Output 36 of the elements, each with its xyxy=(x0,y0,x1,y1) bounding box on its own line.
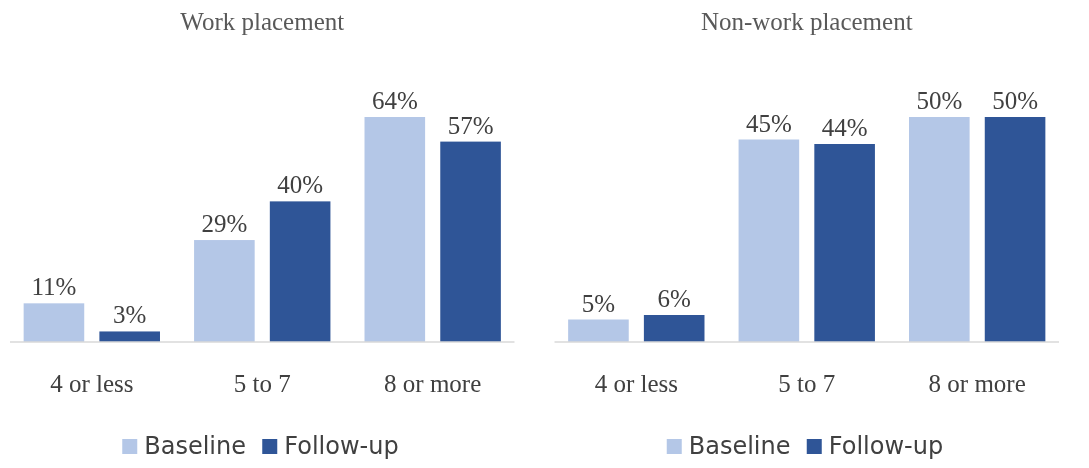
data-label: 6% xyxy=(657,285,691,312)
data-label: 29% xyxy=(201,210,248,238)
bar xyxy=(194,240,255,342)
legend-label: Follow-up xyxy=(828,432,944,460)
legend-label: Baseline xyxy=(688,432,791,460)
data-label: 45% xyxy=(745,109,792,137)
x-tick-label: 5 to 7 xyxy=(233,370,291,397)
bar xyxy=(643,315,705,342)
bar xyxy=(984,117,1046,342)
x-tick-label: 4 or less xyxy=(594,370,678,397)
data-label: 50% xyxy=(992,87,1038,114)
chart-title: Non-work placement xyxy=(700,8,913,35)
bar xyxy=(364,117,426,342)
data-label: 3% xyxy=(113,301,147,329)
bar xyxy=(738,139,800,342)
data-label: 50% xyxy=(916,87,963,114)
data-label: 5% xyxy=(581,289,616,317)
bar xyxy=(99,331,160,342)
bar xyxy=(440,141,501,342)
bar xyxy=(814,144,875,342)
data-label: 57% xyxy=(447,111,494,139)
x-tick-label: 4 or less xyxy=(50,370,134,397)
data-label: 40% xyxy=(277,171,324,199)
legend-label: Follow-up xyxy=(284,432,399,460)
legend-label: Baseline xyxy=(144,432,247,460)
x-tick-label: 8 or more xyxy=(928,370,1026,397)
data-label: 11% xyxy=(31,273,77,301)
bar xyxy=(568,319,629,342)
data-label: 64% xyxy=(371,87,418,114)
chart-title: Work placement xyxy=(180,8,345,35)
x-tick-label: 5 to 7 xyxy=(778,370,836,397)
bar xyxy=(23,303,85,342)
data-label: 44% xyxy=(821,114,868,141)
bar xyxy=(269,201,331,342)
bar xyxy=(909,117,970,342)
x-tick-label: 8 or more xyxy=(384,370,482,397)
